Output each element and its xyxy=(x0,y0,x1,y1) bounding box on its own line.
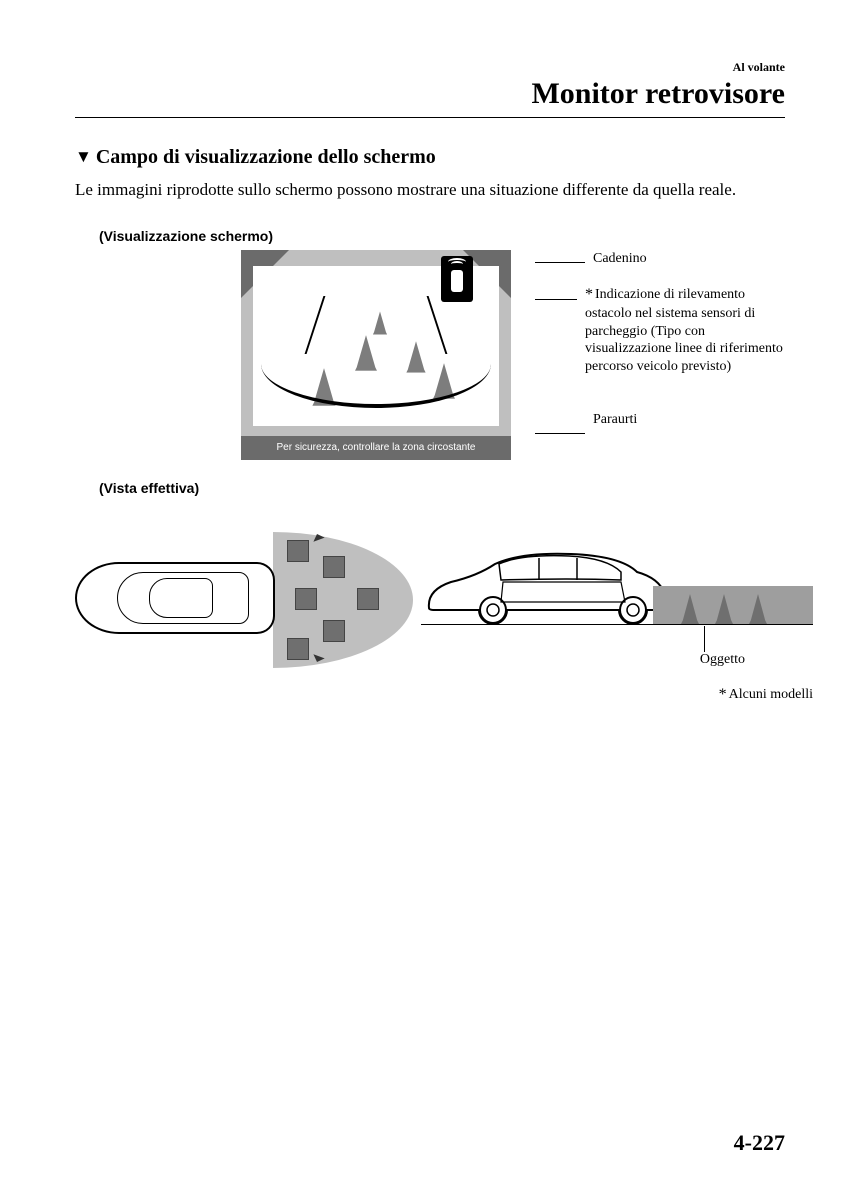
screen-display: Per sicurezza, controllare la zona circo… xyxy=(241,250,511,460)
section-body: Le immagini riprodotte sullo schermo pos… xyxy=(75,179,785,202)
screen-view-label: (Visualizzazione schermo) xyxy=(99,228,785,244)
section-marker-icon: ▼ xyxy=(75,147,92,167)
side-view: Oggetto *Alcuni modelli xyxy=(421,530,813,670)
section-title: ▼Campo di visualizzazione dello schermo xyxy=(75,146,785,169)
ground-line xyxy=(421,624,813,625)
object-icon xyxy=(323,556,345,578)
footnote: *Alcuni modelli xyxy=(719,686,813,704)
object-icon xyxy=(357,588,379,610)
callout-list: Cadenino Indicazione di rilevamento osta… xyxy=(535,250,785,441)
callout-indicazione: Indicazione di rilevamento ostacolo nel … xyxy=(535,285,785,375)
car-side-icon xyxy=(421,550,671,626)
callout-text: Indicazione di rilevamento ostacolo nel … xyxy=(585,285,785,375)
callout-paraurti: Paraurti xyxy=(535,411,785,429)
leader-line xyxy=(535,433,585,434)
callout-text: Cadenino xyxy=(593,250,647,268)
parking-sensor-icon xyxy=(441,256,473,302)
wall-icon xyxy=(653,586,813,624)
callout-text: Paraurti xyxy=(593,411,637,429)
leader-line xyxy=(535,262,585,263)
footnote-star: * xyxy=(719,686,727,703)
leader-line xyxy=(704,626,705,652)
object-icon xyxy=(287,540,309,562)
top-down-view xyxy=(75,526,415,676)
object-icon xyxy=(323,620,345,642)
screen-row: Per sicurezza, controllare la zona circo… xyxy=(75,250,785,460)
actual-view-row: Oggetto *Alcuni modelli xyxy=(75,502,785,682)
object-icon xyxy=(295,588,317,610)
page-title: Monitor retrovisore xyxy=(75,77,785,111)
safety-strip: Per sicurezza, controllare la zona circo… xyxy=(241,436,511,460)
object-label: Oggetto xyxy=(700,652,745,668)
object-icon xyxy=(287,638,309,660)
leader-line xyxy=(535,299,577,300)
chapter-label: Al volante xyxy=(75,60,785,75)
bumper-line xyxy=(261,328,491,408)
callout-cadenino: Cadenino xyxy=(535,250,785,268)
figure-area: (Visualizzazione schermo) xyxy=(75,228,785,682)
page-number: 4-227 xyxy=(734,1130,785,1156)
page-header: Al volante Monitor retrovisore xyxy=(75,60,785,118)
section-title-text: Campo di visualizzazione dello schermo xyxy=(96,146,436,168)
actual-view-label: (Vista effettiva) xyxy=(99,480,785,496)
car-top-icon xyxy=(75,562,275,634)
footnote-text: Alcuni modelli xyxy=(729,687,813,702)
